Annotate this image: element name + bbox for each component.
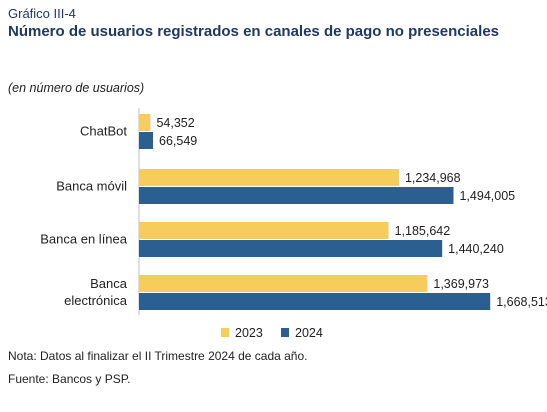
data-label-2024: 1,494,005 <box>459 189 515 203</box>
bar-2023 <box>139 114 151 131</box>
bar-2024 <box>139 240 443 257</box>
data-label-2023: 1,185,642 <box>395 224 451 238</box>
category-label: Banca móvil <box>56 179 127 194</box>
data-label-2024: 1,440,240 <box>448 242 504 256</box>
data-label-2023: 54,352 <box>156 116 194 130</box>
source-note: Fuente: Bancos y PSP. <box>8 372 131 386</box>
bar-2024 <box>139 293 491 310</box>
chart-subtitle: (en número de usuarios) <box>8 81 145 95</box>
category-label: Banca electrónica <box>64 276 128 308</box>
bar-2024 <box>139 187 454 204</box>
category-label: Banca en línea <box>40 232 128 247</box>
data-label-2023: 1,234,968 <box>405 171 461 185</box>
chart-title: Número de usuarios registrados en canale… <box>8 23 500 40</box>
data-label-2023: 1,369,973 <box>433 277 489 291</box>
legend-swatch-2023 <box>221 328 229 337</box>
chart-kicker: Gráfico III-4 <box>8 6 76 21</box>
bar-chart: ChatBot 54,352 66,549 Banca móvil 1,234,968 1… <box>40 108 547 340</box>
footnote: Nota: Datos al finalizar el II Trimestre… <box>8 349 308 363</box>
data-label-2024: 1,668,513 <box>496 295 547 309</box>
bar-2023 <box>139 169 399 186</box>
bar-2023 <box>139 222 389 239</box>
bar-2024 <box>139 132 154 149</box>
data-label-2024: 66,549 <box>159 134 197 148</box>
legend-label-2024: 2024 <box>295 326 323 340</box>
bar-2023 <box>139 275 428 292</box>
legend-swatch-2024 <box>281 328 289 337</box>
category-label: ChatBot <box>80 124 127 139</box>
legend-label-2023: 2023 <box>235 326 263 340</box>
